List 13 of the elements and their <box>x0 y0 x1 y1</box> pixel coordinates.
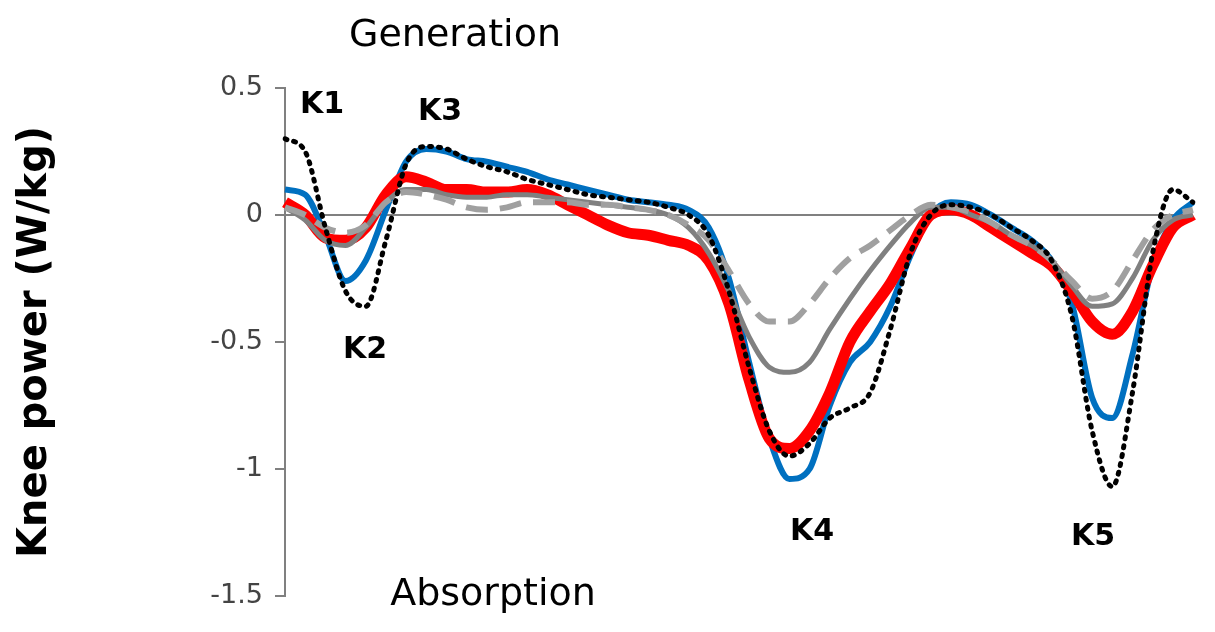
y-tick-label: 0 <box>245 196 263 228</box>
text: Generation <box>349 10 561 55</box>
y-tick-label: -1 <box>236 450 263 482</box>
annotation: K3 <box>417 91 463 127</box>
annotation: K5 <box>1070 516 1116 552</box>
annotation: K1 <box>299 84 345 120</box>
y-axis-title: Knee power (W/kg) <box>9 125 56 558</box>
annotation: Absorption <box>390 569 596 614</box>
y-tick-label: -1.5 <box>210 577 263 609</box>
y-tick-label: -0.5 <box>210 323 263 355</box>
y-tick-label: 0.5 <box>220 70 263 102</box>
annotation: K2 <box>342 329 388 365</box>
annotation: K4 <box>789 511 835 547</box>
